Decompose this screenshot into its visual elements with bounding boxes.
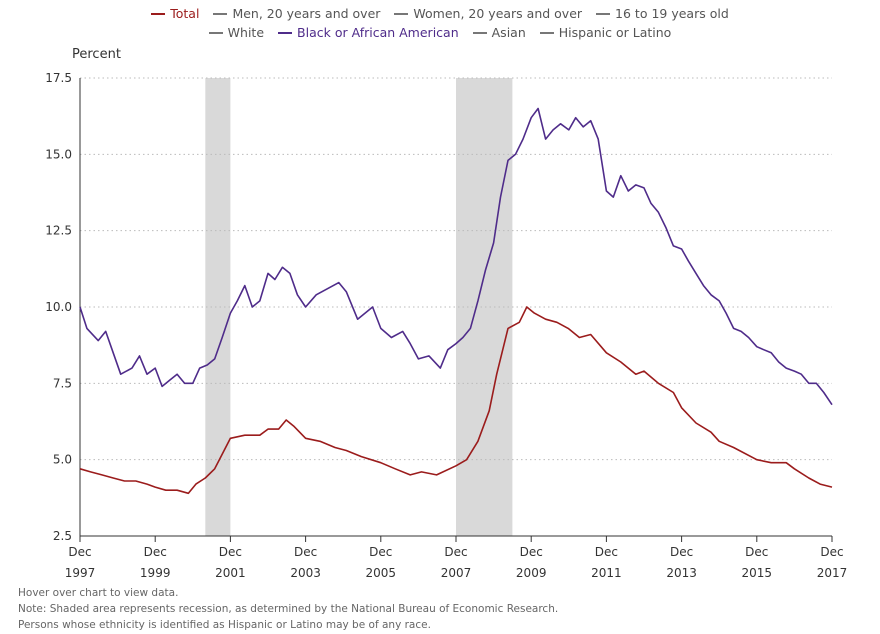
x-tick-month: Dec bbox=[144, 545, 167, 559]
x-tick-year: 1999 bbox=[140, 566, 171, 580]
x-tick-year: 2011 bbox=[591, 566, 622, 580]
y-tick-label: 10.0 bbox=[45, 300, 72, 314]
legend-label: Hispanic or Latino bbox=[558, 25, 672, 40]
y-tick-label: 7.5 bbox=[53, 376, 72, 390]
x-tick-year: 2003 bbox=[290, 566, 321, 580]
legend-swatch bbox=[394, 12, 409, 15]
ethnicity-note: Persons whose ethnicity is identified as… bbox=[18, 619, 431, 631]
legend-label: 16 to 19 years old bbox=[615, 6, 729, 21]
legend-label: Women, 20 years and over bbox=[413, 6, 583, 21]
series-line[interactable] bbox=[79, 107, 833, 406]
legend-row: White Black or African American Asian Hispa… bbox=[0, 25, 880, 40]
chart-notes: Hover over chart to view data. Note: Sha… bbox=[18, 585, 558, 633]
legend-item[interactable]: Black or African American bbox=[278, 25, 459, 40]
x-tick-month: Dec bbox=[745, 545, 768, 559]
x-tick-year: 1997 bbox=[65, 566, 96, 580]
legend-item[interactable]: 16 to 19 years old bbox=[596, 6, 729, 21]
recession-band bbox=[205, 78, 231, 536]
legend-swatch bbox=[596, 12, 611, 15]
legend-item[interactable]: Asian bbox=[472, 25, 526, 40]
x-tick-month: Dec bbox=[595, 545, 618, 559]
x-tick-year: 2017 bbox=[817, 566, 848, 580]
legend-label: Men, 20 years and over bbox=[232, 6, 381, 21]
y-tick-label: 12.5 bbox=[45, 224, 72, 238]
line-chart[interactable]: Percent 2.5 5.0 7.5 10.0 12.5 15.0 17.5 Dec 1997… bbox=[0, 0, 880, 590]
y-tick-label: 15.0 bbox=[45, 147, 72, 161]
x-tick-year: 2001 bbox=[215, 566, 246, 580]
x-tick-year: 2007 bbox=[441, 566, 472, 580]
x-tick-month: Dec bbox=[68, 545, 91, 559]
x-tick-month: Dec bbox=[820, 545, 843, 559]
x-tick-month: Dec bbox=[520, 545, 543, 559]
legend-item[interactable]: Men, 20 years and over bbox=[213, 6, 380, 21]
x-tick-year: 2005 bbox=[366, 566, 397, 580]
legend-swatch bbox=[151, 12, 166, 15]
hover-hint: Hover over chart to view data. bbox=[18, 587, 179, 599]
recession-note: Note: Shaded area represents recession, … bbox=[18, 603, 559, 615]
x-tick-month: Dec bbox=[444, 545, 467, 559]
legend-swatch bbox=[472, 31, 487, 34]
legend-row: Total Men, 20 years and over Women, 20 yea… bbox=[0, 6, 880, 21]
x-tick-year: 2015 bbox=[742, 566, 773, 580]
legend-swatch bbox=[213, 12, 228, 15]
legend-swatch bbox=[278, 31, 293, 34]
x-tick-month: Dec bbox=[219, 545, 242, 559]
legend-swatch bbox=[208, 31, 223, 34]
legend-label: White bbox=[227, 25, 265, 40]
x-tick-month: Dec bbox=[670, 545, 693, 559]
legend-item[interactable]: Hispanic or Latino bbox=[539, 25, 672, 40]
axes: 2.5 5.0 7.5 10.0 12.5 15.0 17.5 Dec 1997 Dec 1999 D… bbox=[45, 71, 847, 580]
x-tick-year: 2013 bbox=[666, 566, 697, 580]
legend-swatch bbox=[539, 31, 554, 34]
y-axis-label: Percent bbox=[72, 47, 121, 62]
legend-item[interactable]: Total bbox=[151, 6, 199, 21]
x-tick-month: Dec bbox=[294, 545, 317, 559]
series-lines[interactable] bbox=[79, 107, 833, 495]
y-tick-label: 5.0 bbox=[53, 453, 72, 467]
legend-item[interactable]: Women, 20 years and over bbox=[394, 6, 582, 21]
series-line[interactable] bbox=[79, 306, 833, 495]
y-tick-label: 2.5 bbox=[53, 529, 72, 543]
legend-label: Asian bbox=[491, 25, 526, 40]
legend-item[interactable]: White bbox=[208, 25, 265, 40]
legend-label: Black or African American bbox=[297, 25, 459, 40]
x-tick-year: 2009 bbox=[516, 566, 547, 580]
x-tick-month: Dec bbox=[369, 545, 392, 559]
gridlines bbox=[80, 77, 832, 461]
legend-label: Total bbox=[170, 6, 200, 21]
y-tick-label: 17.5 bbox=[45, 71, 72, 85]
